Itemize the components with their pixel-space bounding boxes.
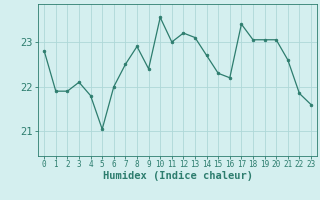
X-axis label: Humidex (Indice chaleur): Humidex (Indice chaleur) (103, 171, 252, 181)
